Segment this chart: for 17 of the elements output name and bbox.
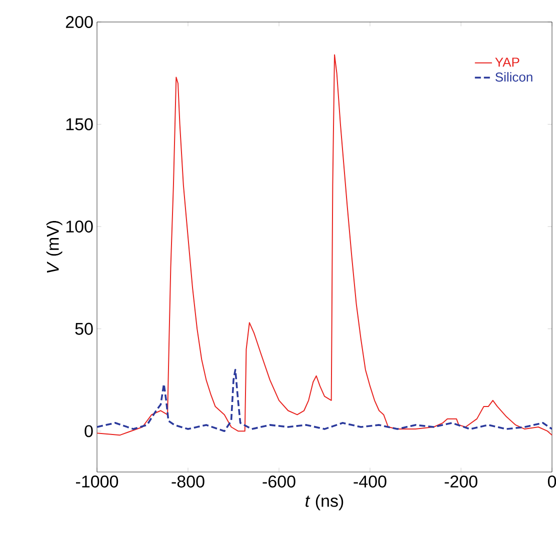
x-axis-title: t (ns): [306, 494, 344, 510]
x-tick-label: -800: [172, 476, 204, 488]
x-tick-label: -600: [262, 476, 296, 488]
x-tick-label: -1000: [76, 476, 118, 488]
y-tick-label: 0: [84, 425, 93, 438]
legend-label: YAP: [495, 58, 520, 67]
y-tick-label: 200: [66, 16, 93, 28]
x-tick-label: 0: [548, 476, 556, 488]
x-tick-label: -400: [354, 476, 386, 488]
line-series: [97, 54, 552, 436]
y-tick-label: 100: [66, 220, 93, 233]
legend-label: Silicon: [495, 72, 532, 82]
y-axis-title: V (mV): [46, 220, 62, 273]
line-series: [97, 368, 552, 432]
x-tick-label: -200: [444, 476, 478, 488]
y-tick-label: 50: [75, 322, 93, 335]
y-tick-label: 150: [66, 118, 93, 130]
